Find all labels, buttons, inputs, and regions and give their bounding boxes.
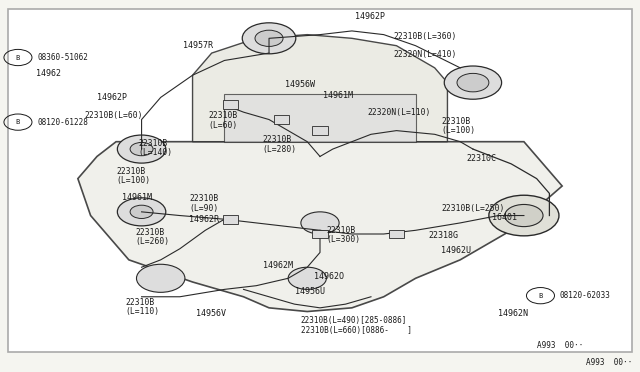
Text: (L=140): (L=140) [138, 148, 173, 157]
Text: 22310B: 22310B [135, 228, 164, 237]
Text: (L=300): (L=300) [326, 235, 360, 244]
Text: B: B [538, 293, 543, 299]
Text: 14962N: 14962N [499, 309, 529, 318]
Text: 22310B: 22310B [209, 111, 237, 121]
Text: 22310B: 22310B [441, 117, 470, 126]
Text: 08360-51062: 08360-51062 [37, 53, 88, 62]
Text: (L=280): (L=280) [262, 145, 297, 154]
Text: 22310B(L=360): 22310B(L=360) [394, 32, 457, 41]
Text: A993  00··: A993 00·· [586, 358, 632, 367]
Text: 14962O: 14962O [314, 272, 344, 281]
Text: B: B [16, 55, 20, 61]
Text: 14956V: 14956V [196, 309, 226, 318]
Text: 22310B(L=490)[285-0886]: 22310B(L=490)[285-0886] [301, 316, 407, 325]
Bar [223, 215, 239, 224]
Text: 16401: 16401 [492, 213, 517, 222]
Text: 14957R: 14957R [183, 41, 213, 50]
Text: 22318G: 22318G [428, 231, 458, 240]
Text: 14962: 14962 [36, 69, 61, 78]
Bar [389, 230, 404, 238]
Text: 22310B: 22310B [125, 298, 155, 307]
Text: 14962R: 14962R [189, 215, 220, 224]
Text: (L=110): (L=110) [125, 307, 160, 316]
Text: 22310B(L=660)[0886-    ]: 22310B(L=660)[0886- ] [301, 326, 412, 335]
Text: 14956W: 14956W [285, 80, 315, 89]
Bar [223, 100, 239, 109]
Circle shape [301, 212, 339, 234]
Circle shape [117, 198, 166, 226]
Text: 14962M: 14962M [262, 261, 292, 270]
Text: 14962P: 14962P [355, 12, 385, 21]
Circle shape [243, 23, 296, 54]
Text: (L=100): (L=100) [116, 176, 150, 185]
Polygon shape [193, 35, 447, 142]
Circle shape [288, 267, 326, 289]
Text: (L=260): (L=260) [135, 237, 170, 246]
Text: 22320N(L=410): 22320N(L=410) [394, 51, 457, 60]
Text: 22320N(L=110): 22320N(L=110) [368, 108, 431, 117]
Circle shape [457, 73, 489, 92]
Text: 22310B(L=60): 22310B(L=60) [84, 111, 143, 121]
Bar [312, 126, 328, 135]
Text: (L=100): (L=100) [441, 126, 475, 135]
Text: 14962P: 14962P [97, 93, 127, 102]
Text: 22310B: 22310B [326, 226, 356, 235]
Text: 22310B: 22310B [116, 167, 145, 176]
Text: 08120-61228: 08120-61228 [37, 118, 88, 126]
Circle shape [505, 205, 543, 227]
Circle shape [489, 195, 559, 236]
Text: 22310C: 22310C [467, 154, 497, 163]
Text: 14961M: 14961M [122, 193, 152, 202]
Polygon shape [225, 94, 415, 142]
Text: (L=60): (L=60) [209, 121, 237, 129]
Text: 22310B(L=250): 22310B(L=250) [441, 203, 504, 213]
Polygon shape [78, 142, 562, 311]
Circle shape [130, 205, 153, 218]
Text: 22310B: 22310B [189, 195, 219, 203]
Bar [274, 115, 289, 124]
Text: 14962U: 14962U [441, 246, 471, 255]
Bar [312, 230, 328, 238]
Text: B: B [16, 119, 20, 125]
Text: 22310B: 22310B [262, 135, 292, 144]
Circle shape [117, 135, 166, 163]
Text: 14956U: 14956U [294, 287, 324, 296]
Circle shape [136, 264, 185, 292]
Text: A993  00··: A993 00·· [537, 341, 583, 350]
Text: 22310B: 22310B [138, 139, 168, 148]
Circle shape [255, 30, 283, 46]
Circle shape [130, 142, 153, 156]
Text: 14961M: 14961M [323, 91, 353, 100]
Text: 08120-62033: 08120-62033 [559, 291, 611, 300]
Circle shape [444, 66, 502, 99]
Text: (L=90): (L=90) [189, 203, 219, 213]
